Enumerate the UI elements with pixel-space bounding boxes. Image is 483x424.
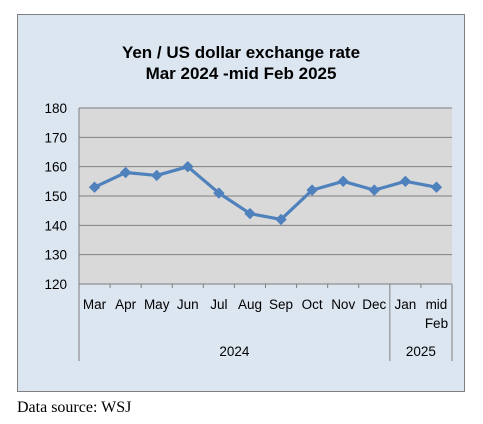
group-label-2024: 2024 — [219, 344, 250, 359]
data-point-6 — [275, 213, 287, 226]
y-tick-label: 130 — [44, 248, 67, 263]
chart-frame: Yen / US dollar exchange rate Mar 2024 -… — [17, 14, 465, 392]
y-tick-label: 160 — [44, 160, 67, 175]
x-tick-label: Dec — [362, 297, 386, 312]
data-point-4 — [213, 187, 225, 199]
y-tick-label: 170 — [44, 130, 67, 145]
x-tick-label: Feb — [425, 316, 448, 331]
data-point-5 — [244, 207, 256, 220]
y-tick-label: 180 — [44, 101, 67, 116]
data-point-3 — [182, 160, 194, 173]
data-point-10 — [399, 175, 412, 188]
x-tick-label: Apr — [115, 297, 137, 312]
data-source-note: Data source: WSJ — [17, 399, 132, 416]
x-tick-label: Nov — [331, 297, 355, 312]
group-label-2025: 2025 — [406, 344, 436, 359]
data-point-7 — [306, 184, 318, 196]
data-point-1 — [119, 166, 132, 179]
chart-subtitle: Mar 2024 -mid Feb 2025 — [145, 64, 337, 83]
x-tick-label: mid — [426, 297, 448, 312]
data-point-8 — [337, 175, 349, 188]
x-tick-label: Jul — [210, 297, 227, 312]
chart-plot: 120 130 140 150 160 170 180 Mar Apr May Jun Jul Aug S… — [44, 101, 453, 361]
x-tick-label: Sep — [269, 297, 293, 312]
data-point-2 — [151, 169, 163, 182]
chart-title: Yen / US dollar exchange rate — [121, 43, 361, 62]
y-tick-label: 140 — [44, 218, 67, 233]
x-tick-label: Jun — [177, 297, 199, 312]
data-point-0 — [88, 181, 101, 193]
x-tick-label: Aug — [238, 297, 262, 312]
y-tick-label: 120 — [44, 277, 67, 292]
y-tick-label: 150 — [44, 189, 67, 204]
x-tick-label: May — [144, 297, 170, 312]
x-tick-label: Mar — [83, 297, 107, 312]
x-tick-label: Jan — [394, 297, 416, 312]
data-point-11 — [430, 181, 443, 193]
x-tick-label: Oct — [302, 297, 323, 312]
data-point-9 — [368, 184, 380, 196]
